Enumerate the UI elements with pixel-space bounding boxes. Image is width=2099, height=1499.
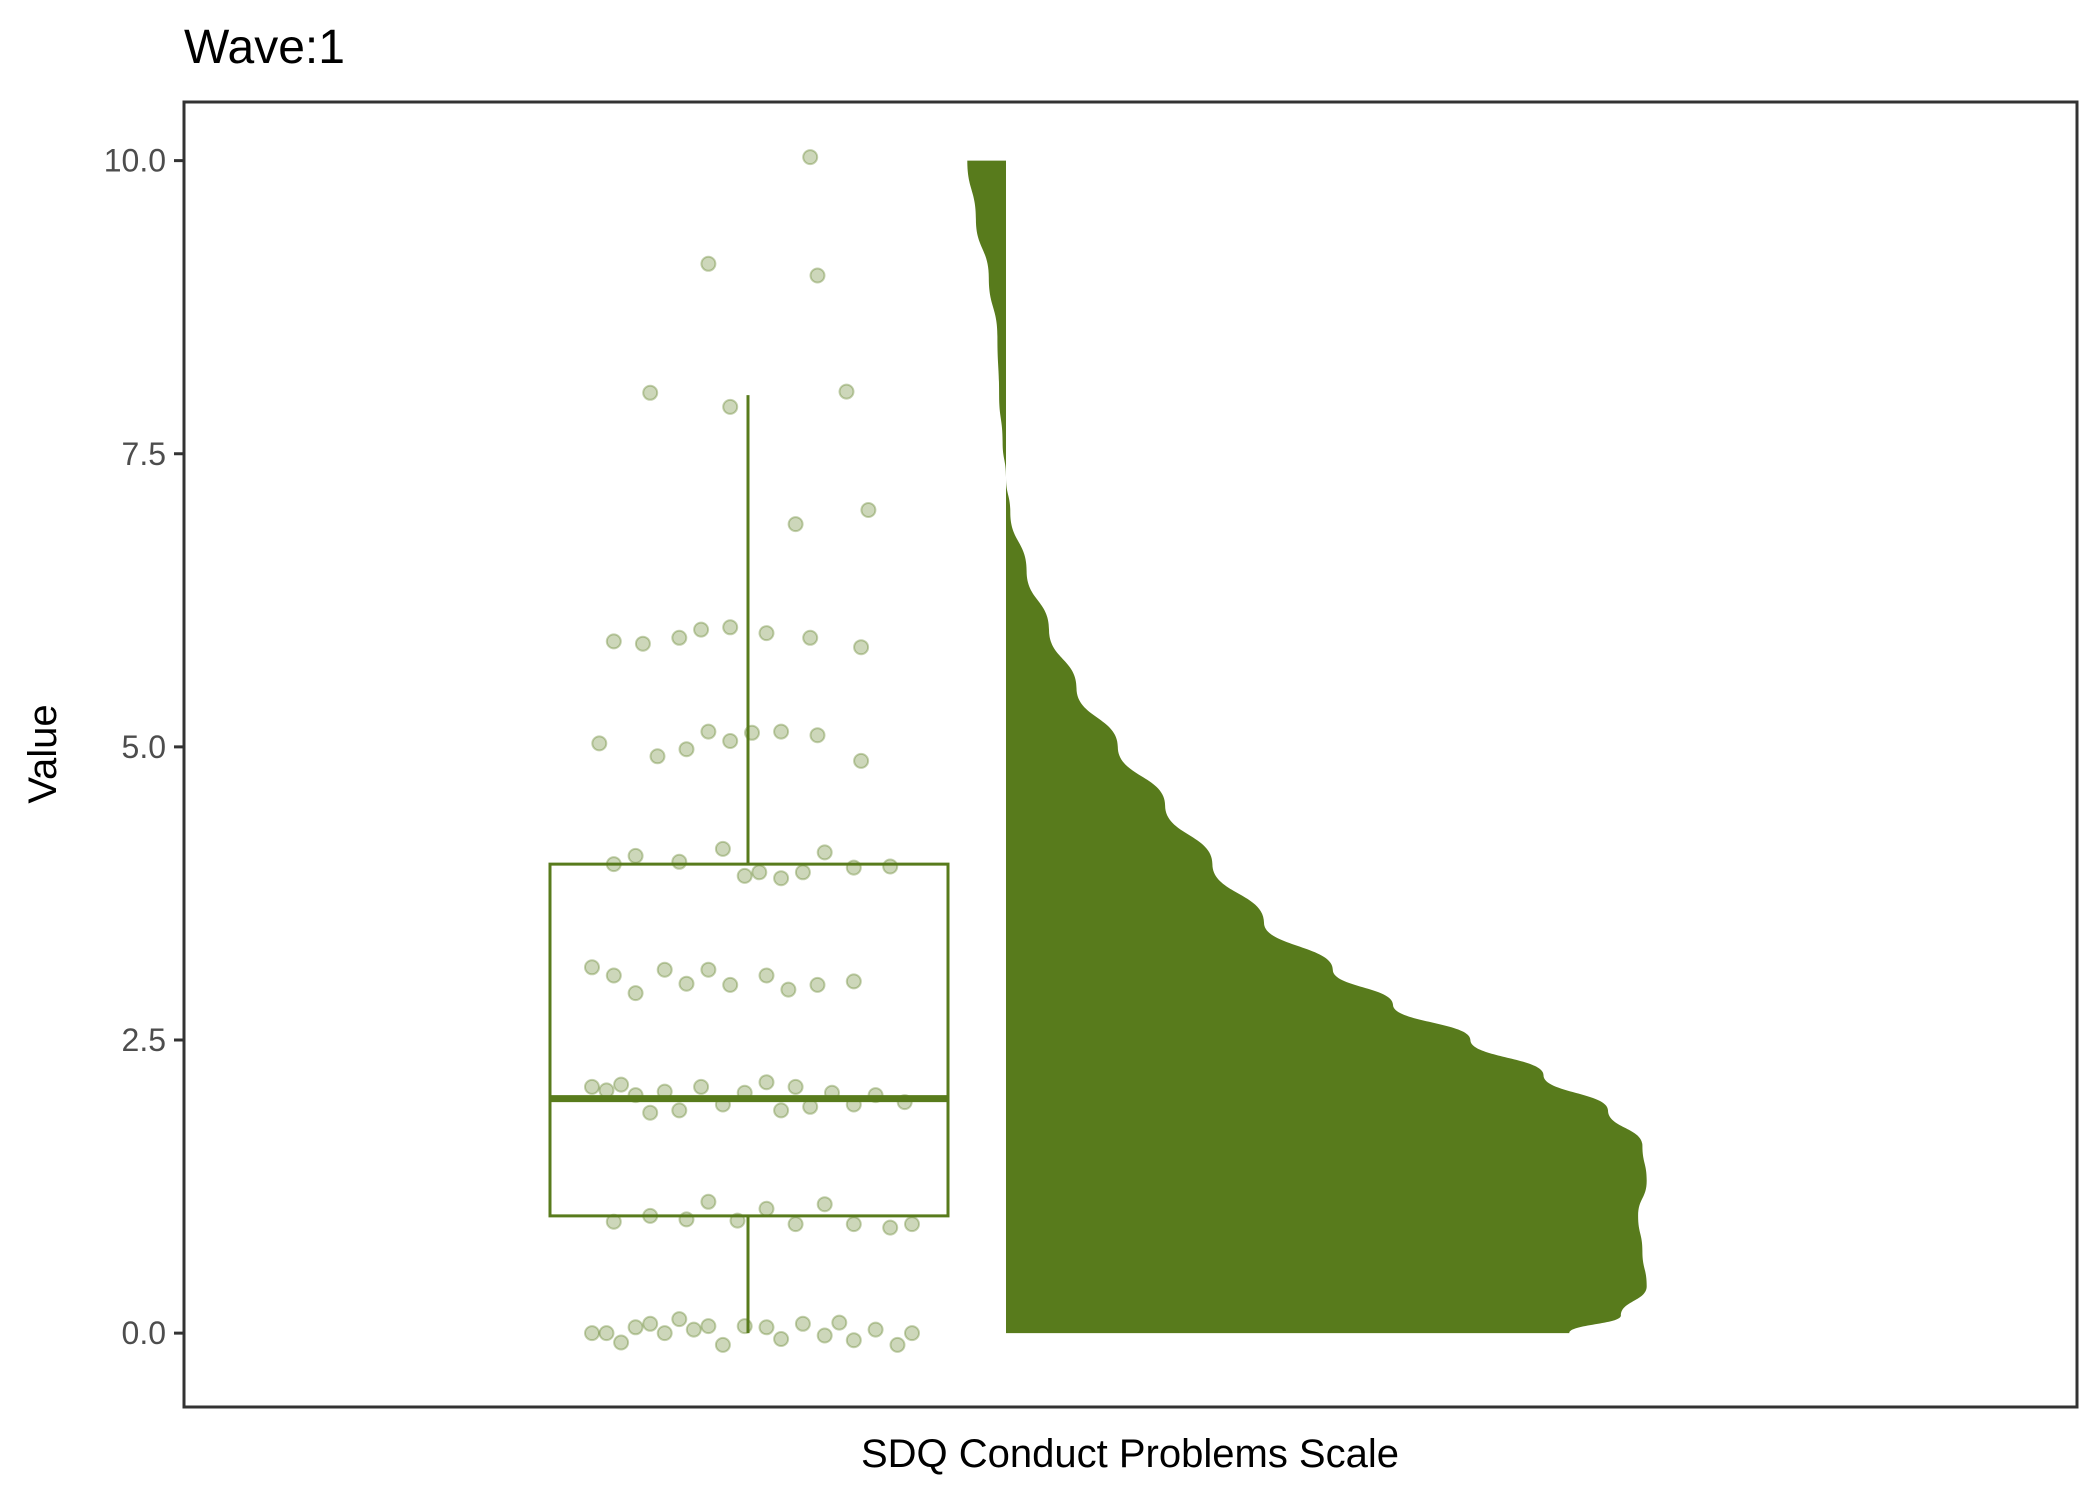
data-point	[627, 985, 644, 1002]
panel-border	[182, 100, 2079, 1409]
data-point	[758, 1319, 775, 1336]
data-point	[656, 1325, 673, 1342]
y-tick-label: 7.5	[122, 436, 166, 472]
data-point	[685, 1321, 702, 1338]
data-point	[758, 1200, 775, 1217]
y-tick-label: 10.0	[104, 143, 166, 179]
data-point	[598, 1325, 615, 1342]
data-point	[605, 633, 622, 650]
data-point	[816, 844, 833, 861]
data-point	[700, 723, 717, 740]
data-point	[787, 516, 804, 533]
data-point	[627, 1319, 644, 1336]
data-point	[627, 847, 644, 864]
x-axis-title: SDQ Conduct Problems Scale	[861, 1432, 1399, 1476]
points-layer	[584, 149, 920, 1353]
data-point	[853, 752, 870, 769]
density-layer	[967, 160, 1647, 1334]
data-point	[802, 629, 819, 646]
data-point	[867, 1321, 884, 1338]
data-point	[860, 502, 877, 518]
data-point	[736, 1318, 753, 1335]
data-point	[613, 1334, 630, 1351]
data-point	[802, 149, 819, 166]
data-point	[605, 967, 622, 984]
data-point	[722, 398, 739, 415]
data-point	[773, 1102, 790, 1119]
data-point	[613, 1076, 630, 1093]
data-point	[780, 981, 797, 998]
data-point	[758, 625, 775, 642]
data-point	[722, 976, 739, 993]
data-point	[693, 621, 710, 638]
data-point	[591, 735, 608, 752]
data-point	[722, 733, 739, 749]
data-point	[584, 1078, 600, 1095]
data-point	[853, 639, 870, 656]
data-point	[889, 1336, 906, 1353]
data-point	[678, 975, 695, 992]
boxplot	[548, 395, 950, 1334]
data-point	[787, 1078, 804, 1095]
data-point	[671, 1102, 688, 1119]
data-point	[751, 864, 768, 881]
data-point	[642, 384, 659, 401]
data-point	[794, 1315, 811, 1332]
data-point	[584, 959, 600, 976]
data-point	[809, 976, 826, 993]
plot-panel	[182, 100, 2079, 1409]
data-point	[831, 1314, 848, 1331]
data-point	[845, 1332, 862, 1349]
data-point	[714, 1336, 731, 1353]
data-point	[816, 1327, 833, 1344]
y-tick-label: 5.0	[122, 729, 166, 765]
data-point	[773, 1331, 790, 1347]
data-point	[671, 1311, 688, 1328]
data-point	[882, 858, 899, 875]
y-tick-label: 0.0	[122, 1315, 166, 1351]
data-point	[700, 961, 717, 978]
y-tick-label: 2.5	[122, 1022, 166, 1058]
y-axis: 0.0 2.5 5.0 7.5 10.0	[104, 143, 184, 1351]
data-point	[722, 619, 739, 636]
data-point	[634, 635, 651, 652]
data-point	[816, 1196, 833, 1213]
data-point	[838, 383, 855, 400]
data-point	[642, 1104, 659, 1121]
data-point	[700, 1193, 717, 1210]
data-point	[845, 973, 862, 990]
data-point	[773, 723, 790, 740]
data-point	[845, 1216, 862, 1233]
data-point	[693, 1078, 710, 1095]
data-point	[787, 1216, 804, 1233]
data-point	[904, 1325, 920, 1342]
data-point	[758, 967, 775, 984]
data-point	[809, 727, 826, 744]
data-point	[794, 864, 811, 881]
density-half-violin	[967, 160, 1647, 1334]
data-point	[904, 1216, 920, 1233]
data-point	[882, 1219, 899, 1236]
data-point	[671, 853, 688, 870]
data-point	[773, 870, 790, 887]
data-point	[656, 961, 673, 978]
data-point	[678, 741, 695, 758]
data-point	[700, 1318, 717, 1335]
data-point	[714, 840, 731, 857]
data-point	[758, 1074, 775, 1091]
chart-title: Wave:1	[184, 21, 345, 74]
iqr-box	[548, 862, 950, 1218]
data-point	[584, 1325, 600, 1342]
data-point	[809, 267, 826, 284]
data-point	[649, 748, 666, 765]
data-point	[700, 255, 717, 272]
data-point	[642, 1315, 659, 1332]
data-point	[671, 629, 688, 646]
y-axis-title: Value	[21, 704, 65, 803]
data-point	[736, 867, 753, 884]
